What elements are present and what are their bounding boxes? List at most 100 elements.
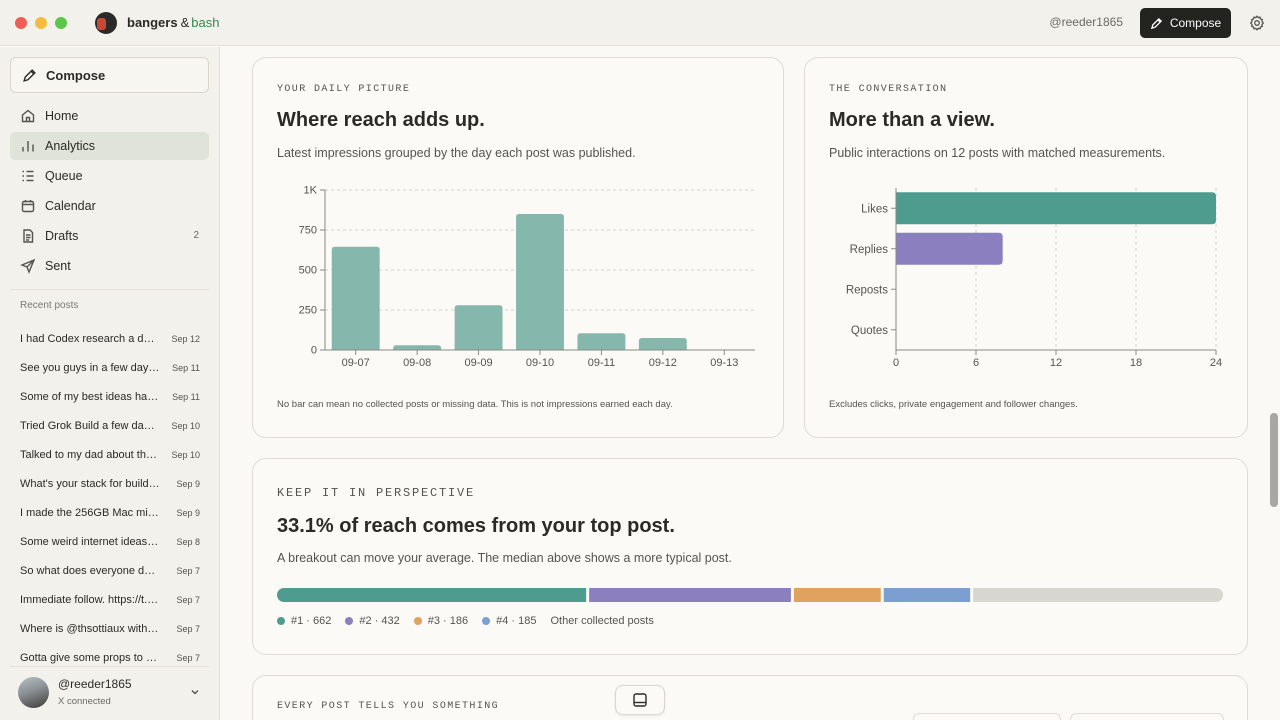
minimize-window-button[interactable] xyxy=(35,16,47,29)
avatar xyxy=(18,677,49,708)
x-tick-label: 09-07 xyxy=(342,357,370,369)
legend-label: #1 · 662 xyxy=(291,615,332,627)
sidebar-item-queue[interactable]: Queue xyxy=(10,162,209,190)
legend-swatch xyxy=(345,617,354,625)
drafts-icon xyxy=(23,229,34,243)
chevron-down-icon xyxy=(191,690,199,695)
x-tick-label: 09-09 xyxy=(465,357,493,369)
recent-post-item[interactable]: So what does everyone do ... Sep 7 xyxy=(20,556,200,585)
x-tick-label: 09-08 xyxy=(403,357,431,369)
legend-swatch xyxy=(413,617,422,625)
sidebar: Compose Home Analytics Queue Calendar Dr… xyxy=(0,47,220,720)
app-name: bangers & bash xyxy=(127,15,219,30)
legend-label: #3 · 186 xyxy=(427,615,469,627)
recent-post-title: Immediate follow. https://t.c... xyxy=(20,593,160,606)
x-tick-label: 09-11 xyxy=(588,357,615,369)
recent-post-date: Sep 9 xyxy=(176,507,200,518)
bottom-panel-icon xyxy=(633,693,647,707)
legend-item: #4 · 185 xyxy=(482,615,537,627)
bar xyxy=(638,338,687,350)
compose-button[interactable]: Compose xyxy=(1140,8,1231,38)
app-name-main: bangers xyxy=(127,15,178,30)
compose-button-label: Compose xyxy=(1169,16,1222,30)
recent-post-item[interactable]: What's your stack for buildin... Sep 9 xyxy=(20,469,200,498)
sidebar-compose-button[interactable]: Compose xyxy=(10,57,209,93)
sidebar-item-label: Drafts xyxy=(45,229,79,243)
sidebar-item-sent[interactable]: Sent xyxy=(10,252,209,280)
bar xyxy=(577,333,626,350)
recent-post-title: See you guys in a few days. ... xyxy=(20,361,160,374)
close-window-button[interactable] xyxy=(15,16,27,29)
sidebar-divider xyxy=(10,666,209,667)
sidebar-divider xyxy=(10,289,209,290)
pencil-icon xyxy=(1150,17,1162,29)
drafts-count-badge: 2 xyxy=(193,230,199,241)
gear-icon[interactable] xyxy=(1249,15,1265,31)
bar xyxy=(516,214,564,350)
maximize-window-button[interactable] xyxy=(55,16,67,29)
recent-post-item[interactable]: I made the 256GB Mac mini ... Sep 9 xyxy=(20,498,200,527)
sent-icon xyxy=(20,258,36,274)
legend-item: #3 · 186 xyxy=(413,615,469,627)
recent-post-title: Talked to my dad about the ... xyxy=(20,448,160,461)
recent-posts-list: I had Codex research a dom... Sep 12 See y… xyxy=(20,324,200,672)
sort-control[interactable] xyxy=(1070,713,1224,720)
recent-post-title: I made the 256GB Mac mini ... xyxy=(20,506,160,519)
sidebar-item-drafts[interactable]: Drafts 2 xyxy=(10,222,209,250)
scrollbar-thumb[interactable] xyxy=(1270,413,1278,507)
recent-post-date: Sep 7 xyxy=(176,623,200,634)
recent-post-item[interactable]: Immediate follow. https://t.c... Sep 7 xyxy=(20,585,200,614)
interactions-chart: 0 6 12 18 24 Likes Replies Reposts Quotes xyxy=(846,188,1222,369)
conversation-card: THE CONVERSATION More than a view. Publi… xyxy=(804,57,1248,438)
x-tick-label: 12 xyxy=(1050,357,1062,369)
sidebar-item-home[interactable]: Home xyxy=(10,102,209,130)
recent-post-date: Sep 9 xyxy=(176,478,200,489)
x-tick-label: 09-10 xyxy=(526,357,554,369)
y-tick-label: 500 xyxy=(299,265,317,277)
recent-post-item[interactable]: Gotta give some props to @... Sep 7 xyxy=(20,643,200,672)
bar xyxy=(331,246,380,350)
legend-label: Other collected posts xyxy=(550,615,654,627)
card-footnote: No bar can mean no collected posts or mi… xyxy=(277,399,673,410)
x-tick-label: 18 xyxy=(1130,357,1142,369)
card-title: Where reach adds up. xyxy=(277,109,485,131)
x-tick-label: 6 xyxy=(973,357,979,369)
y-tick-label: Replies xyxy=(850,244,889,256)
sidebar-item-calendar[interactable]: Calendar xyxy=(10,192,209,220)
recent-post-item[interactable]: Where is @thsottiaux with t... Sep 7 xyxy=(20,614,200,643)
recent-post-item[interactable]: Tried Grok Build a few days ... Sep 10 xyxy=(20,411,200,440)
recent-post-item[interactable]: Some of my best ideas hap... Sep 11 xyxy=(20,382,200,411)
sidebar-item-analytics[interactable]: Analytics xyxy=(10,132,209,160)
legend-item: #2 · 432 xyxy=(345,615,400,627)
recent-post-title: Tried Grok Build a few days ... xyxy=(20,419,160,432)
daily-impressions-chart: 0 250 500 750 1K 09-07 09-08 09-09 09-10 09-11 09-… xyxy=(299,185,755,369)
filter-control[interactable] xyxy=(913,713,1061,720)
window-controls xyxy=(15,16,67,29)
recent-post-title: Some of my best ideas hap... xyxy=(20,390,160,403)
sidebar-item-label: Calendar xyxy=(45,199,96,213)
recent-post-date: Sep 10 xyxy=(171,420,200,431)
recent-post-date: Sep 7 xyxy=(176,594,200,605)
recent-post-item[interactable]: See you guys in a few days. ... Sep 11 xyxy=(20,353,200,382)
recent-post-item[interactable]: Some weird internet ideas ar... Sep 8 xyxy=(20,527,200,556)
card-footnote: Excludes clicks, private engagement and … xyxy=(829,399,1078,410)
recent-post-title: I had Codex research a dom... xyxy=(20,332,160,345)
x-tick-label: 09-12 xyxy=(649,357,677,369)
app-logo xyxy=(95,11,117,34)
x-tick-label: 09-13 xyxy=(710,357,738,369)
sidebar-nav: Home Analytics Queue Calendar Drafts 2 S… xyxy=(10,102,209,282)
recent-post-item[interactable]: Talked to my dad about the ... Sep 10 xyxy=(20,440,200,469)
y-tick-label: 250 xyxy=(299,305,317,317)
y-tick-label: 0 xyxy=(311,345,317,357)
y-tick-label: 1K xyxy=(304,185,318,197)
recent-post-title: Some weird internet ideas ar... xyxy=(20,535,160,548)
bar xyxy=(454,305,503,350)
account-name: @reeder1865 xyxy=(58,677,132,691)
legend-item: #1 · 662 xyxy=(277,615,331,627)
recent-post-item[interactable]: I had Codex research a dom... Sep 12 xyxy=(20,324,200,353)
legend-swatch xyxy=(482,617,491,625)
sidebar-item-label: Sent xyxy=(45,259,71,273)
panel-toggle-button[interactable] xyxy=(615,685,665,715)
account-switcher[interactable]: @reeder1865 X connected xyxy=(18,675,208,711)
card-kicker: EVERY POST TELLS YOU SOMETHING xyxy=(277,701,500,712)
